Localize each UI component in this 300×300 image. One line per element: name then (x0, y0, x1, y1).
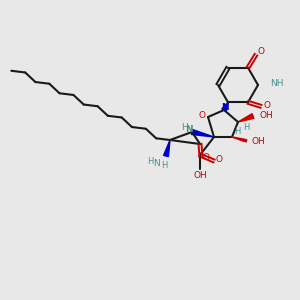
Text: N: N (221, 103, 229, 112)
Text: O: O (257, 47, 265, 56)
Text: NH: NH (270, 80, 284, 88)
Text: H: H (181, 122, 188, 131)
Text: H: H (147, 157, 153, 166)
Text: O: O (202, 152, 209, 161)
Text: O: O (215, 155, 223, 164)
Text: N: N (185, 125, 193, 134)
Polygon shape (238, 114, 254, 122)
Text: N: N (154, 158, 160, 167)
Text: O: O (199, 112, 206, 121)
Text: H: H (234, 127, 240, 136)
Polygon shape (222, 102, 228, 111)
Text: OH: OH (251, 137, 265, 146)
Text: OH: OH (193, 170, 207, 179)
Polygon shape (164, 140, 170, 157)
Polygon shape (191, 130, 214, 137)
Text: H: H (243, 124, 249, 133)
Text: H: H (161, 160, 167, 169)
Text: OH: OH (259, 110, 273, 119)
Text: O: O (263, 101, 271, 110)
